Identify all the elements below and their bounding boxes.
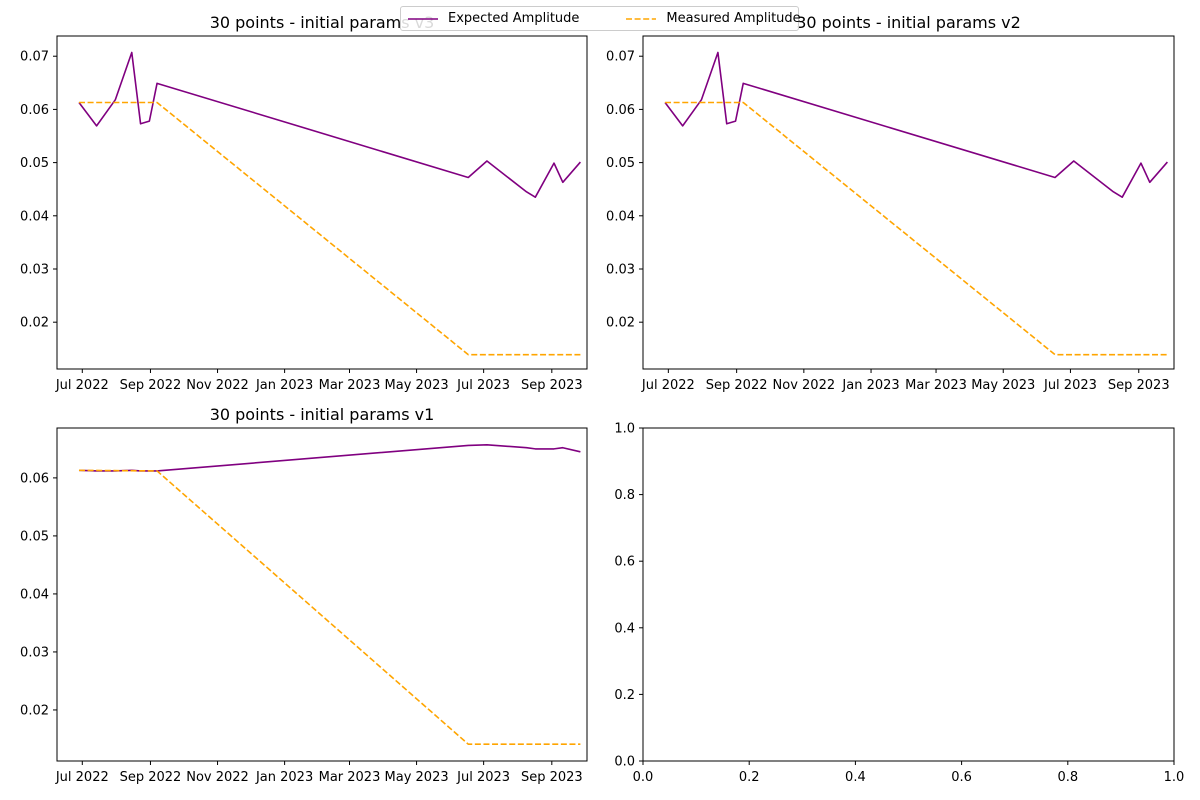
x-tick-label-2: Jul 2023 <box>1043 378 1097 393</box>
x-tick-label-3: May 2023 <box>385 770 449 785</box>
axes-frame-1 <box>56 35 588 370</box>
chart-panel-1: 30 points - initial params v3 Jul 2022 Sep… <box>20 13 588 393</box>
legend-entry-measured: Measured Amplitude <box>626 11 801 26</box>
x-tick-label-2: May 2023 <box>971 378 1035 393</box>
axes-frame-3 <box>56 427 588 762</box>
x-tick-label-1: Sep 2023 <box>521 378 583 393</box>
x-tick-label-4: 0.2 <box>739 770 760 785</box>
series-line-measured-amplitude-1 <box>78 101 581 356</box>
x-tick-label-1: Jul 2022 <box>55 378 109 393</box>
x-tick-label-1: Sep 2022 <box>120 378 182 393</box>
y-tick-label-2: 0.06 <box>606 103 635 118</box>
y-tick-label-2: 0.05 <box>606 156 635 171</box>
x-tick-label-3: Mar 2023 <box>319 770 381 785</box>
x-tick-label-2: Mar 2023 <box>905 378 967 393</box>
x-tick-label-3: Jan 2023 <box>255 770 313 785</box>
x-tick-label-2: Jul 2022 <box>641 378 695 393</box>
y-tick-label-4: 0.4 <box>614 621 635 636</box>
axes-frame-4 <box>642 427 1175 762</box>
legend-entry-expected: Expected Amplitude <box>408 11 579 26</box>
y-tick-label-3: 0.04 <box>20 587 49 602</box>
y-tick-label-4: 0.6 <box>614 555 635 570</box>
x-tick-label-2: Jan 2023 <box>841 378 899 393</box>
x-tick-label-3: Sep 2022 <box>120 770 182 785</box>
chart-title-2: 30 points - initial params v2 <box>796 13 1021 32</box>
x-tick-label-2: Nov 2022 <box>773 378 836 393</box>
y-tick-label-3: 0.03 <box>20 645 49 660</box>
legend-label-measured: Measured Amplitude <box>666 11 801 26</box>
y-tick-label-1: 0.04 <box>20 209 49 224</box>
y-tick-label-1: 0.03 <box>20 262 49 277</box>
y-tick-label-4: 1.0 <box>614 422 635 437</box>
y-tick-label-4: 0.0 <box>614 755 635 770</box>
x-tick-label-3: Jul 2023 <box>456 770 510 785</box>
x-tick-label-3: Nov 2022 <box>186 770 249 785</box>
x-tick-label-3: Sep 2023 <box>521 770 583 785</box>
legend-swatch-expected <box>408 17 438 20</box>
x-tick-label-1: Jul 2023 <box>456 378 510 393</box>
series-line-expected-amplitude-1 <box>78 51 582 198</box>
series-line-measured-amplitude-2 <box>665 101 1168 356</box>
y-tick-label-3: 0.05 <box>20 529 49 544</box>
series-line-measured-amplitude-3 <box>78 469 581 745</box>
y-tick-label-1: 0.02 <box>20 316 49 331</box>
legend: Expected Amplitude Measured Amplitude <box>400 6 801 31</box>
y-tick-label-2: 0.02 <box>606 316 635 331</box>
x-tick-label-4: 0.0 <box>633 770 654 785</box>
y-tick-label-1: 0.06 <box>20 103 49 118</box>
chart-panel-2: 30 points - initial params v2 Jul 2022 Sep… <box>606 13 1175 393</box>
y-tick-label-3: 0.02 <box>20 703 49 718</box>
x-tick-label-2: Sep 2022 <box>706 378 768 393</box>
x-tick-label-3: Jul 2022 <box>55 770 109 785</box>
y-tick-label-1: 0.07 <box>20 50 49 65</box>
series-line-expected-amplitude-3 <box>78 444 581 472</box>
series-line-expected-amplitude-2 <box>664 51 1168 198</box>
chart-title-3: 30 points - initial params v1 <box>210 405 435 424</box>
x-tick-label-1: Mar 2023 <box>319 378 381 393</box>
x-tick-label-2: Sep 2023 <box>1108 378 1170 393</box>
x-tick-label-4: 0.4 <box>845 770 866 785</box>
y-tick-label-1: 0.05 <box>20 156 49 171</box>
x-tick-label-4: 0.8 <box>1057 770 1078 785</box>
y-tick-label-2: 0.07 <box>606 50 635 65</box>
y-tick-label-2: 0.04 <box>606 209 635 224</box>
y-tick-label-4: 0.2 <box>614 688 635 703</box>
y-tick-label-4: 0.8 <box>614 488 635 503</box>
x-tick-label-1: Jan 2023 <box>255 378 313 393</box>
x-tick-label-4: 0.6 <box>951 770 972 785</box>
legend-swatch-measured <box>626 17 657 20</box>
x-tick-label-4: 1.0 <box>1164 770 1185 785</box>
legend-label-expected: Expected Amplitude <box>448 11 580 26</box>
y-tick-label-2: 0.03 <box>606 262 635 277</box>
chart-title-1: 30 points - initial params v3 <box>210 13 435 32</box>
chart-panel-4: 0.0 0.2 0.4 0.6 0.8 1.0 0.0 0.2 0.4 0.6 0.8 1.0 <box>614 422 1184 786</box>
x-tick-label-1: May 2023 <box>385 378 449 393</box>
chart-panel-3: 30 points - initial params v1 Jul 2022 Sep… <box>20 405 588 785</box>
axes-frame-2 <box>642 35 1175 370</box>
y-tick-label-3: 0.06 <box>20 471 49 486</box>
x-tick-label-1: Nov 2022 <box>186 378 249 393</box>
